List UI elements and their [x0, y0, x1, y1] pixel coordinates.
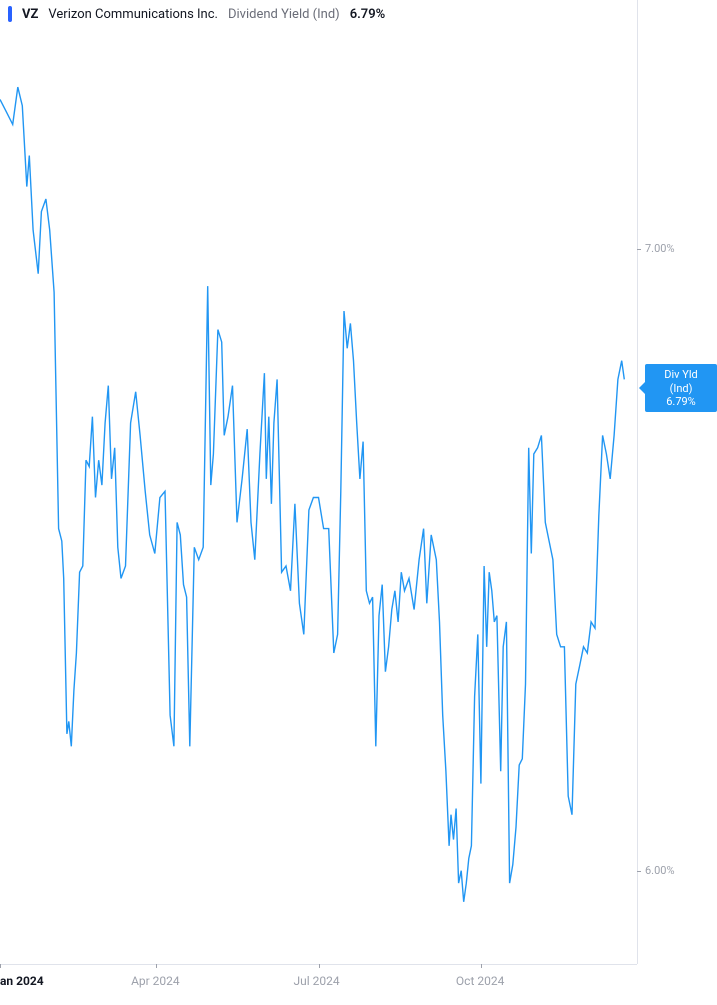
- x-tick-label: Jul 2024: [294, 974, 340, 988]
- x-tick-mark: [156, 964, 157, 968]
- y-tick-mark: [637, 871, 641, 872]
- x-tick-mark: [0, 964, 1, 968]
- badge-line2: 6.79%: [653, 395, 709, 408]
- chart-area[interactable]: Div Yld (Ind) 6.79% 7.00% 6.00% an 2024 Apr…: [0, 0, 717, 1005]
- x-tick-mark: [319, 964, 320, 968]
- legend-accent-bar: [8, 6, 12, 22]
- series-path: [0, 87, 624, 902]
- legend-company-name: Verizon Communications Inc.: [48, 7, 218, 22]
- current-value-badge: Div Yld (Ind) 6.79%: [645, 364, 717, 412]
- line-series: [0, 0, 717, 1005]
- y-tick-label: 6.00%: [645, 864, 675, 877]
- y-tick-label: 7.00%: [645, 242, 675, 255]
- x-tick-mark: [481, 964, 482, 968]
- x-tick-label: Apr 2024: [131, 974, 180, 988]
- y-tick-mark: [637, 249, 641, 250]
- x-tick-label: Oct 2024: [456, 974, 504, 988]
- legend-metric-label: Dividend Yield (Ind): [228, 7, 340, 22]
- chart-legend: VZ Verizon Communications Inc. Dividend …: [4, 4, 389, 24]
- x-tick-label: an 2024: [0, 974, 44, 988]
- legend-ticker: VZ: [22, 7, 38, 22]
- legend-current-value: 6.79%: [350, 7, 386, 22]
- badge-line1: Div Yld (Ind): [653, 368, 709, 394]
